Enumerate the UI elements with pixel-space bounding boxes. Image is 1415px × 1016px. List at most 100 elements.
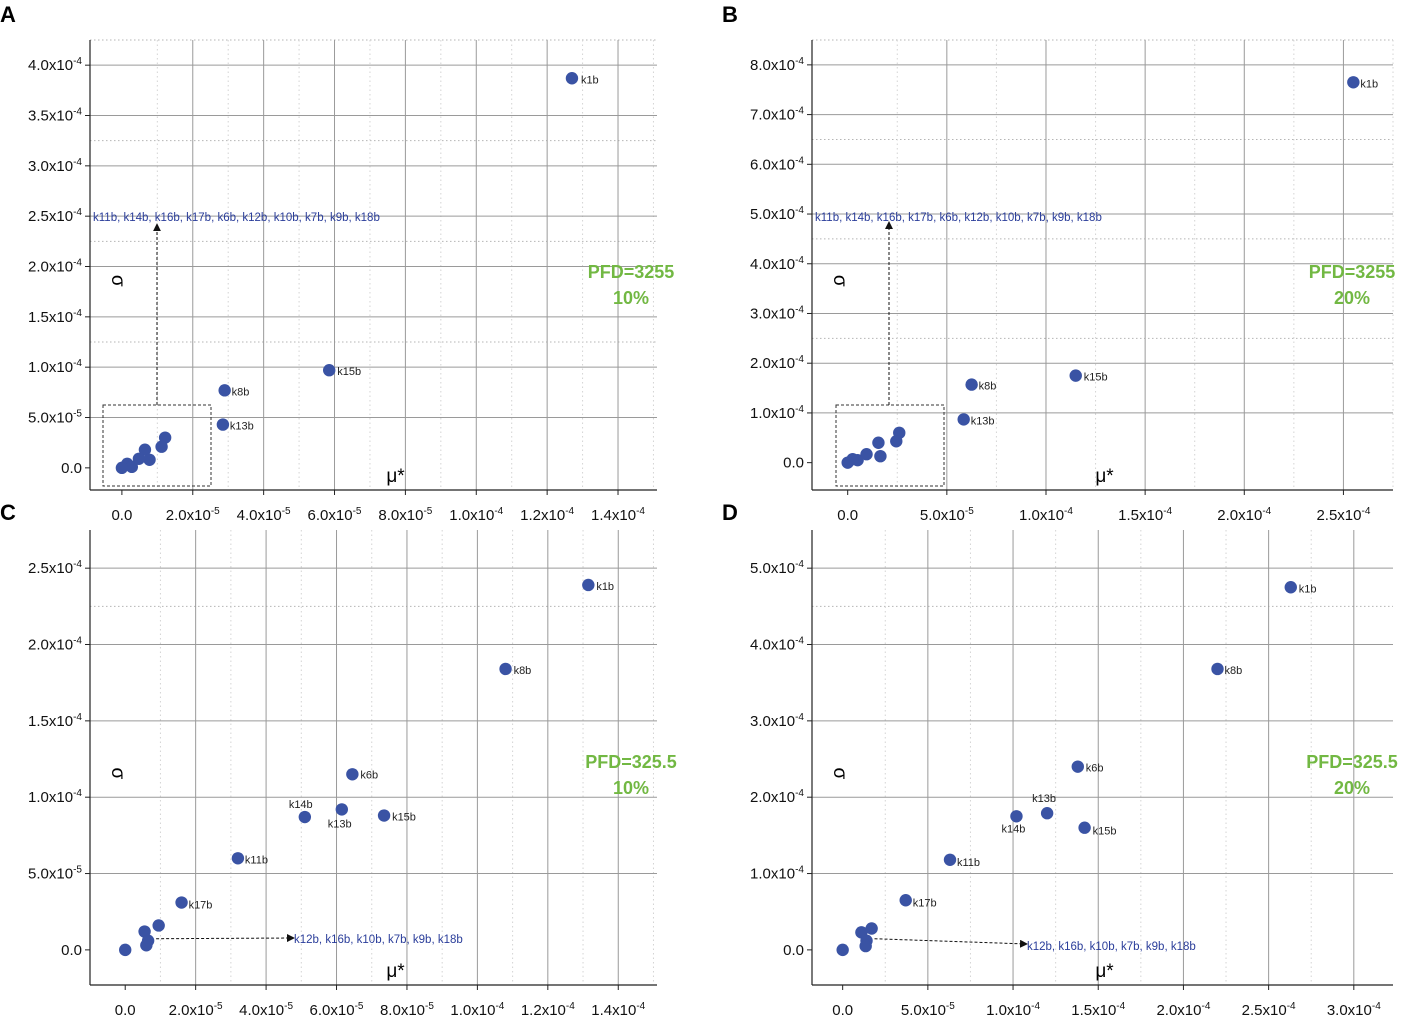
data-point-k14b (1010, 810, 1023, 823)
y-tick-exponent: -4 (73, 788, 82, 799)
y-tick-exponent: -5 (73, 409, 82, 420)
data-point-k17b (899, 894, 912, 907)
y-axis-label: σ (829, 275, 850, 287)
data-point-k8b (1211, 662, 1224, 676)
y-tick-label: 0.0 (61, 460, 82, 477)
point-label-k17b: k17b (913, 897, 937, 909)
y-tick-exponent: -4 (73, 308, 82, 319)
data-point-k15b (377, 809, 391, 822)
data-point (865, 922, 878, 935)
data-point-k8b (218, 384, 231, 397)
x-tick-exponent: -5 (214, 1001, 223, 1012)
x-axis-label: μ* (1095, 961, 1114, 982)
data-point-k1b (1284, 581, 1297, 594)
cluster-arrow (156, 934, 295, 943)
y-tick-label: 2.0x10-4 (750, 788, 804, 806)
data-point (155, 440, 168, 453)
y-tick-exponent: -4 (795, 404, 804, 415)
x-tick-label: 8.0x10-5 (378, 506, 432, 524)
panel-A: A 0.0 5.0x10-5 1.0x10-4 1.5x10-4 2.0x10-4 2.5x… (0, 2, 674, 524)
y-tick-exponent: -4 (795, 56, 804, 67)
pfd-annotation: PFD=3255 (1309, 262, 1396, 282)
x-tick-exponent: -4 (636, 506, 645, 517)
pfd-annotation: 20% (1334, 778, 1370, 798)
pfd-annotation: 10% (613, 288, 649, 308)
x-tick-label: 6.0x10-5 (310, 1001, 364, 1016)
point-label-k13b: k13b (328, 818, 352, 830)
y-axis-label: σ (107, 768, 128, 780)
y-tick-label: 1.5x10-4 (28, 308, 82, 326)
y-tick-exponent: -4 (795, 304, 804, 315)
x-tick-exponent: -5 (353, 506, 362, 517)
x-tick-label: 1.4x10-4 (591, 506, 645, 524)
y-tick-label: 5.0x10-4 (750, 559, 804, 577)
data-point (859, 939, 872, 953)
point-label-k11b: k11b (245, 854, 268, 866)
y-tick-label: 3.0x10-4 (750, 712, 804, 730)
point-label-k15b: k15b (337, 366, 361, 378)
x-tick-label: 1.0x10-4 (986, 1001, 1040, 1016)
x-tick-exponent: -5 (425, 1001, 434, 1012)
data-point-k8b (965, 378, 978, 391)
x-tick-label: 2.5x10-4 (1316, 506, 1370, 524)
x-tick-label: 1.2x10-4 (521, 1001, 575, 1016)
y-axis-label: σ (829, 768, 850, 780)
data-point (115, 461, 129, 475)
x-tick-exponent: -4 (1031, 1001, 1040, 1012)
x-tick-exponent: -4 (1202, 1001, 1211, 1012)
y-tick-label: 3.5x10-4 (28, 107, 82, 125)
x-axis-label: μ* (386, 466, 405, 487)
x-tick-label: 0.0 (837, 507, 858, 524)
data-point (152, 919, 165, 932)
x-tick-label: 4.0x10-5 (239, 1001, 293, 1016)
y-tick-label: 1.5x10-4 (28, 712, 82, 730)
data-point (143, 453, 156, 466)
panel-letter: B (722, 2, 738, 27)
y-tick-exponent: -4 (795, 636, 804, 647)
data-point-k8b (499, 662, 512, 676)
y-tick-label: 4.0x10-4 (28, 56, 82, 74)
point-label-k13b: k13b (1032, 793, 1056, 805)
x-tick-label: 1.4x10-4 (591, 1001, 645, 1016)
x-tick-exponent: -4 (636, 1001, 645, 1012)
point-label-k1b: k1b (1299, 583, 1317, 595)
panel-letter: D (722, 500, 738, 525)
panel-C: C 0.0 5.0x10-5 1.0x10-4 1.5x10-4 2.0x10-4 2.5x… (0, 500, 677, 1016)
y-tick-exponent: -4 (73, 157, 82, 168)
point-label-k6b: k6b (1086, 763, 1104, 775)
pfd-annotation: PFD=3255 (588, 262, 675, 282)
point-label-k13b: k13b (230, 421, 254, 433)
y-tick-label: 1.0x10-4 (750, 404, 804, 422)
x-tick-label: 0.0 (115, 1002, 136, 1016)
data-point-k6b (1071, 760, 1084, 773)
data-point-k13b (957, 413, 970, 426)
x-tick-label: 1.5x10-4 (1071, 1001, 1125, 1016)
x-tick-label: 1.0x10-4 (1019, 506, 1073, 524)
y-tick-exponent: -4 (795, 865, 804, 876)
data-point-k1b (582, 578, 595, 592)
cluster-label: k12b, k16b, k10b, k7b, k9b, k18b (1027, 941, 1196, 953)
x-tick-exponent: -4 (1372, 1001, 1381, 1012)
x-tick-label: 2.0x10-5 (166, 506, 220, 524)
x-tick-exponent: -4 (494, 506, 503, 517)
y-tick-exponent: -4 (795, 354, 804, 365)
data-point-k13b (1040, 807, 1054, 820)
y-tick-label: 2.5x10-4 (28, 559, 82, 577)
y-tick-label: 3.0x10-4 (750, 304, 804, 322)
data-point (874, 449, 887, 463)
y-tick-exponent: -4 (73, 559, 82, 570)
x-tick-exponent: -4 (1116, 1001, 1125, 1012)
y-tick-exponent: -4 (795, 559, 804, 570)
data-point-k13b (335, 803, 349, 816)
x-tick-exponent: -4 (566, 1001, 575, 1012)
y-tick-label: 7.0x10-4 (750, 106, 804, 124)
x-axis-label: μ* (1095, 466, 1114, 487)
point-label-k8b: k8b (514, 665, 532, 677)
pfd-annotation: 20% (1334, 288, 1370, 308)
y-tick-exponent: -4 (795, 155, 804, 166)
x-tick-label: 2.0x10-4 (1217, 506, 1271, 524)
point-label-k13b: k13b (971, 415, 995, 427)
x-tick-label: 5.0x10-5 (901, 1001, 955, 1016)
